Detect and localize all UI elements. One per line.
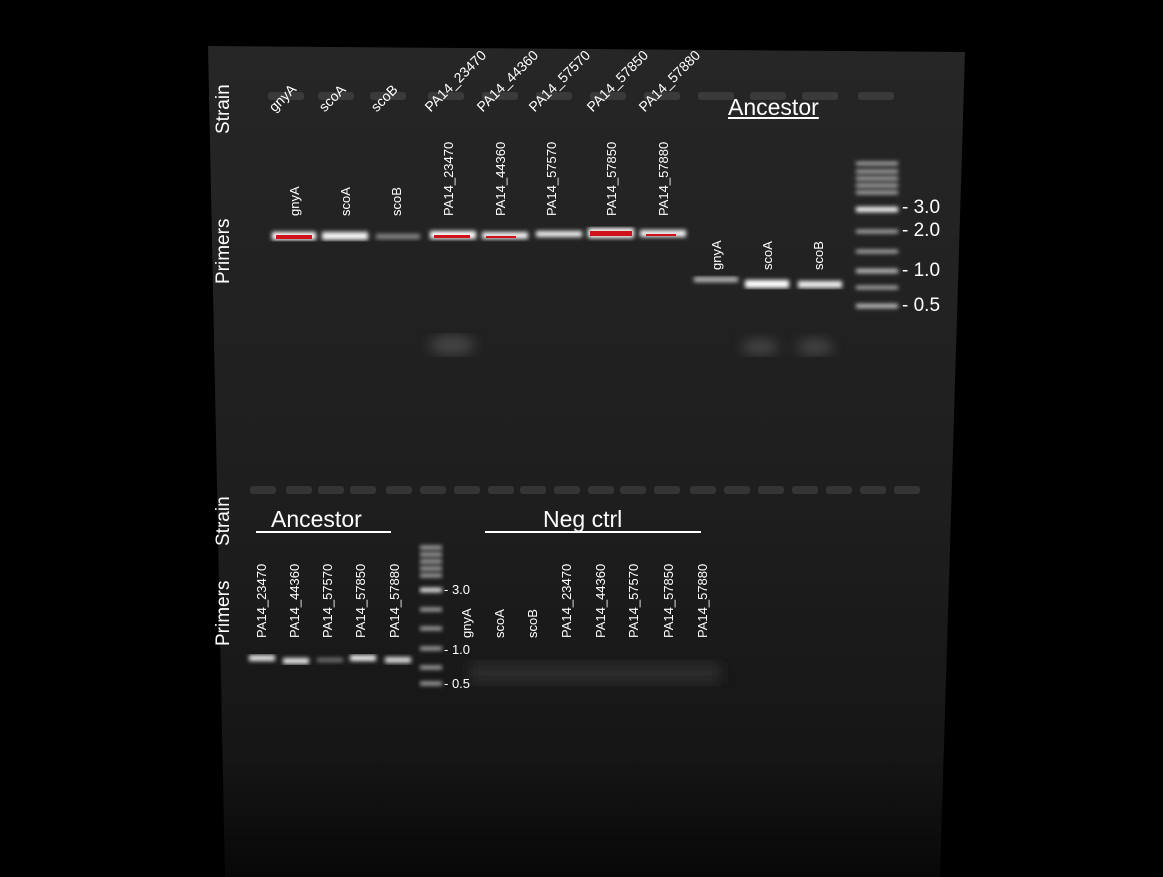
neg-ctrl-primer-label: scoA	[492, 609, 507, 638]
band	[317, 658, 343, 662]
top-ancestor-bands	[694, 277, 842, 288]
bottom-ancestor-primer-label: PA14_57570	[320, 563, 335, 638]
gel-slab	[208, 46, 965, 877]
bottom-ladder	[420, 546, 442, 685]
bottom-ancestor-primer-label: PA14_57850	[353, 563, 368, 638]
bottom-wells	[250, 486, 920, 494]
top-primer-label: PA14_57570	[544, 141, 559, 216]
top-primer-label: PA14_57880	[656, 141, 671, 216]
top-primer-label: PA14_44360	[493, 141, 508, 216]
bottom-bands	[249, 655, 411, 664]
top-primer-label: gnyA	[287, 186, 302, 216]
top-ancestor-primer-label: scoB	[811, 241, 826, 270]
top-ancestor-primer-label: scoA	[760, 241, 775, 270]
band	[482, 232, 528, 239]
neg-ctrl-primer-label: PA14_44360	[593, 563, 608, 638]
neg-ctrl-primer-label: gnyA	[459, 608, 474, 638]
band	[322, 232, 368, 240]
top-ancestor-primer-label: gnyA	[709, 240, 724, 270]
top-ladder-size-label: - 2.0	[902, 220, 941, 241]
top-primer-label: PA14_23470	[441, 141, 456, 216]
neg-ctrl-primer-label: PA14_57570	[626, 563, 641, 638]
neg-ctrl-primer-label: PA14_57850	[661, 563, 676, 638]
neg-ctrl-primer-label: PA14_57880	[695, 563, 710, 638]
top-primers-row-label: Primers	[213, 218, 234, 284]
top-ladder-size-label: - 3.0	[902, 197, 941, 218]
neg-ctrl-underline	[485, 531, 701, 533]
neg-ctrl-title: Neg ctrl	[543, 506, 623, 532]
band	[249, 655, 275, 661]
bottom-ancestor-primer-label: PA14_23470	[254, 563, 269, 638]
band	[745, 280, 789, 288]
bottom-ancestor-primer-label: PA14_57880	[387, 563, 402, 638]
top-ladder	[856, 162, 898, 308]
top-ancestor-title: Ancestor	[728, 94, 819, 120]
bottom-strain-row-label: Strain	[213, 496, 234, 546]
band	[640, 230, 686, 237]
top-primer-label: scoB	[389, 187, 404, 216]
bottom-ladder-size-label: - 0.5	[444, 676, 471, 691]
primer-dimers	[430, 335, 833, 355]
band	[798, 281, 842, 288]
bottom-ancestor-primer-label: PA14_44360	[287, 563, 302, 638]
bottom-primers-row-label: Primers	[213, 580, 234, 646]
band	[283, 658, 309, 664]
saturation-overlays	[276, 231, 676, 239]
top-wells	[268, 92, 894, 100]
band	[385, 657, 411, 663]
neg-ctrl-primer-label: scoB	[525, 609, 540, 638]
neg-ctrl-primer-label: PA14_23470	[559, 563, 574, 638]
top-ladder-size-label: - 0.5	[902, 295, 941, 316]
band	[536, 231, 582, 237]
neg-ctrl-haze	[470, 662, 720, 684]
top-primer-label: PA14_57850	[604, 141, 619, 216]
top-primer-label: scoA	[338, 187, 353, 216]
top-ladder-size-label: - 1.0	[902, 260, 941, 281]
top-strain-row-label: Strain	[213, 84, 234, 134]
band	[350, 655, 376, 661]
band	[376, 234, 420, 239]
band	[694, 277, 738, 282]
bottom-ladder-size-label: - 1.0	[444, 642, 471, 657]
bottom-ladder-size-label: - 3.0	[444, 582, 471, 597]
bottom-ancestor-underline	[256, 531, 391, 533]
bottom-ancestor-title: Ancestor	[271, 506, 362, 532]
